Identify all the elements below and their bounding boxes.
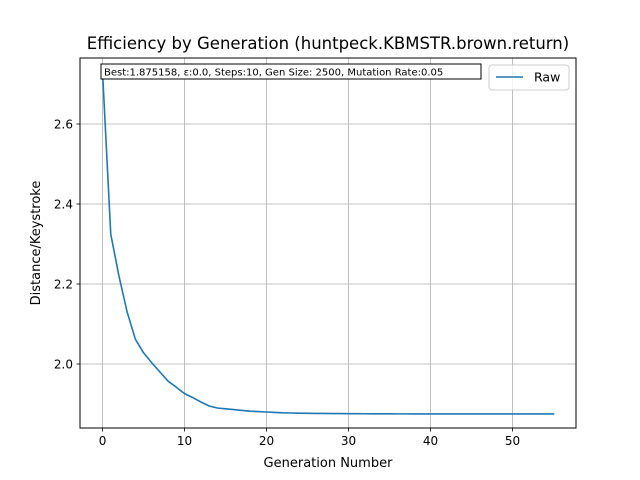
legend: Raw [488, 64, 570, 91]
x-tick-label: 30 [341, 434, 356, 448]
x-tick-label: 50 [505, 434, 520, 448]
legend-box [488, 64, 570, 91]
y-tick-label: 2.0 [54, 358, 73, 372]
annotation-box: Best:1.875158, ε:0.0, Steps:10, Gen Size… [100, 63, 482, 80]
series-lines [101, 71, 555, 415]
chart-title: Efficiency by Generation (huntpeck.KBMST… [87, 34, 569, 53]
x-tick-label: 10 [177, 434, 192, 448]
grid [80, 58, 576, 428]
y-tick-label: 2.4 [54, 198, 73, 212]
y-axis-label: Distance/Keystroke [29, 181, 44, 306]
annotation-text: Best:1.875158, ε:0.0, Steps:10, Gen Size… [104, 68, 443, 79]
legend-label-raw: Raw [534, 70, 560, 85]
plot-frame [79, 57, 577, 429]
x-tick-label: 0 [99, 434, 107, 448]
x-axis-label: Generation Number [264, 456, 394, 471]
x-tick-label: 40 [423, 434, 438, 448]
series-line-raw [101, 71, 555, 415]
axis-ticks: 0 10 20 30 40 50 2.0 2.2 2.4 2.6 [54, 118, 520, 449]
y-tick-label: 2.6 [54, 118, 73, 132]
x-tick-label: 20 [259, 434, 274, 448]
y-tick-label: 2.2 [54, 278, 73, 292]
